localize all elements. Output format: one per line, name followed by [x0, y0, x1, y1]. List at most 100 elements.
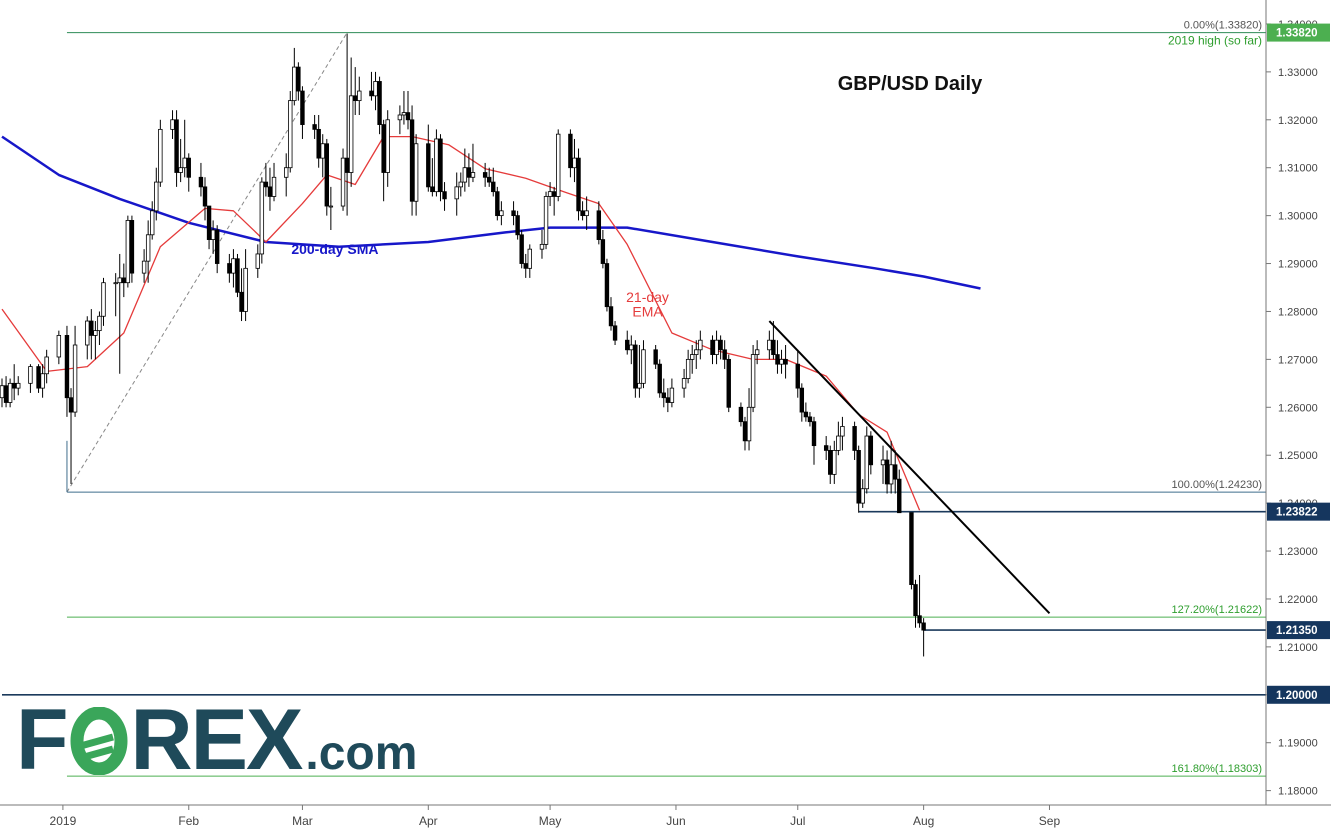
candle: [316, 115, 321, 168]
candle-body-up: [836, 435, 841, 451]
candle-body-down: [466, 167, 472, 178]
candle: [694, 340, 699, 369]
candle-body-up: [72, 344, 78, 413]
candle: [470, 143, 476, 183]
candle: [259, 177, 265, 264]
candle-body-up: [117, 277, 122, 284]
candle-body-up: [170, 119, 175, 130]
candle-body-down: [576, 157, 581, 212]
candle: [89, 309, 94, 360]
candle: [572, 138, 577, 183]
candle-body-down: [198, 176, 204, 188]
candle-body-up: [182, 157, 187, 169]
y-tick-label: 1.26000: [1278, 402, 1318, 414]
candle-body-down: [89, 320, 94, 336]
candle: [625, 330, 630, 355]
candle-body-down: [324, 143, 329, 207]
candle-body-down: [604, 263, 610, 308]
forex-logo: F REX .com: [16, 692, 418, 788]
candle-body-down: [68, 397, 74, 413]
candle-body-down: [909, 512, 914, 585]
candle: [121, 263, 126, 298]
candle: [795, 349, 800, 398]
candle: [888, 440, 894, 494]
logo-domain: .com: [305, 727, 418, 780]
candle: [300, 86, 305, 139]
logo-prefix: F: [16, 692, 69, 788]
candle: [3, 376, 9, 408]
candle: [227, 253, 232, 283]
chart-title: GBP/USD Daily: [838, 73, 983, 95]
candle: [68, 388, 74, 484]
candle: [373, 71, 378, 111]
candle-body-down: [482, 172, 488, 178]
candle-body-up: [56, 335, 62, 358]
candle: [117, 253, 122, 374]
candle: [612, 321, 618, 345]
candle: [880, 445, 886, 484]
candle-body-down: [442, 191, 447, 200]
candle: [353, 67, 358, 115]
candle: [292, 47, 297, 106]
candle: [884, 450, 890, 494]
price-badge-label-level-120000: 1.20000: [1276, 690, 1318, 702]
candle-body-up: [340, 157, 346, 207]
candle-body-down: [344, 157, 350, 173]
candle: [917, 575, 922, 628]
candle-body-down: [718, 339, 723, 351]
candle-body-up: [629, 344, 634, 351]
candle: [466, 153, 472, 187]
y-tick-label: 1.29000: [1278, 259, 1318, 271]
candle-body-up: [767, 339, 772, 351]
candle-body-down: [856, 450, 861, 504]
candle-body-up: [584, 210, 589, 217]
candle: [174, 110, 179, 187]
candle: [288, 91, 293, 173]
candle-body-down: [868, 435, 874, 466]
candle: [657, 359, 662, 398]
candle: [271, 162, 277, 202]
candle: [653, 345, 658, 369]
levels-layer: 0.00%(1.33820) 2019 high (so far) 100.00%(…: [2, 20, 1266, 777]
candle-body-up: [145, 234, 151, 262]
candle-body-down: [239, 291, 244, 312]
candle-body-down: [921, 622, 926, 631]
candle-body-up: [150, 210, 155, 236]
y-tick-label: 1.25000: [1278, 450, 1318, 462]
candle-body-up: [243, 267, 248, 312]
candle: [239, 268, 244, 322]
candle: [921, 618, 926, 657]
candle-body-up: [271, 176, 277, 197]
fib-diagonal-line: [66, 32, 348, 493]
candle-body-down: [897, 478, 902, 514]
candle: [832, 440, 837, 484]
candle: [576, 148, 581, 221]
candle: [864, 426, 869, 494]
candle: [113, 273, 118, 317]
candle: [726, 354, 731, 413]
candle-body-down: [600, 239, 606, 264]
candle: [0, 378, 5, 408]
candle-body-down: [409, 119, 415, 202]
candle: [852, 421, 857, 460]
x-tick-label: Jul: [790, 814, 805, 828]
candle-body-down: [206, 205, 212, 240]
candle-body-up: [125, 220, 131, 284]
price-badge-level-121350: [1267, 621, 1330, 640]
candle: [28, 364, 33, 393]
candle-body-down: [214, 229, 220, 264]
candle: [807, 412, 813, 427]
candle: [454, 172, 459, 216]
candle-body-up: [113, 282, 118, 285]
x-tick-label: Apr: [419, 814, 438, 828]
candle: [584, 196, 589, 230]
candle-body-up: [434, 138, 439, 193]
candle-body-down: [515, 215, 520, 236]
y-tick-label: 1.33000: [1278, 67, 1318, 79]
candle-body-down: [3, 385, 9, 403]
candle: [64, 325, 70, 417]
candle-body-up: [397, 114, 403, 121]
candle-body-down: [377, 81, 382, 125]
candle: [182, 119, 187, 178]
